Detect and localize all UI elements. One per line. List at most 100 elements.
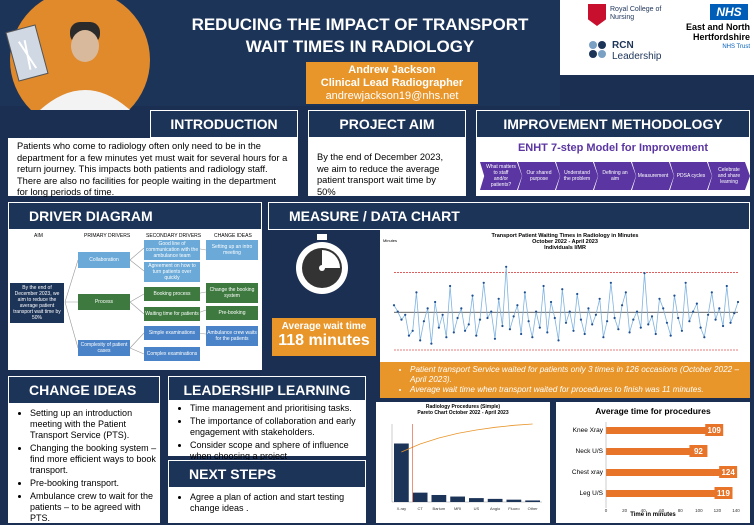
data-point	[493, 337, 497, 340]
data-point	[549, 300, 553, 304]
data-point	[527, 320, 530, 323]
data-point	[579, 318, 583, 321]
leadership-item: The importance of collaboration and earl…	[190, 416, 366, 438]
data-point	[680, 329, 684, 332]
col-secondary-label: SECONDARY DRIVERS	[146, 233, 202, 239]
data-point	[703, 336, 706, 339]
data-point	[695, 302, 698, 305]
procedure-value-box	[705, 424, 724, 436]
data-point	[729, 321, 732, 324]
data-point	[688, 320, 691, 323]
data-point	[677, 316, 680, 320]
data-point	[415, 291, 418, 294]
average-wait-label: Average wait time	[281, 321, 367, 332]
data-point	[441, 313, 444, 316]
procedure-bar	[606, 427, 708, 434]
project-aim-text: By the end of December 2023, we aim to r…	[308, 138, 466, 197]
data-point	[591, 323, 594, 326]
data-point	[594, 313, 598, 316]
pareto-bar	[487, 498, 503, 502]
data-point	[658, 297, 661, 300]
pareto-tick-label: Angio	[490, 506, 501, 511]
change-idea-item: Changing the booking system – find more …	[30, 443, 160, 476]
secondary-driver-4: Waiting time for patients	[144, 307, 200, 321]
change-ideas-panel: Setting up an introduction meeting with …	[8, 404, 160, 523]
methodology-step: Defining an aim	[594, 162, 636, 190]
data-point	[490, 310, 493, 313]
procedure-tick-label: 120	[714, 508, 722, 512]
procedure-label: Neck U/S	[576, 448, 604, 455]
finding-2: Average wait time when transport waited …	[410, 385, 746, 395]
pareto-bar	[450, 496, 465, 502]
model-title: ENHT 7-step Model for Improvement	[517, 142, 709, 154]
data-point	[523, 291, 526, 294]
procedure-value-box	[714, 487, 733, 499]
leadership-heading: LEADERSHIP LEARNING	[168, 376, 366, 404]
pareto-bar	[394, 443, 409, 502]
pareto-bar	[412, 492, 428, 502]
procedure-value-box	[719, 466, 738, 478]
procedure-value: 119	[717, 489, 730, 498]
pareto-chart: X-ray CT Barium MRI US Angio Fluoro Other	[391, 423, 542, 511]
data-point	[463, 329, 467, 332]
introduction-heading: INTRODUCTION	[150, 110, 298, 138]
pareto-tick-label: US	[474, 506, 480, 511]
data-point	[505, 265, 508, 268]
methodology-step: PDSA cycles	[670, 162, 712, 190]
data-point	[721, 324, 725, 328]
data-point	[497, 297, 500, 300]
data-point	[718, 307, 721, 310]
average-wait-value: 118 minutes	[278, 332, 370, 349]
pareto-tick-label: CT	[417, 506, 423, 511]
data-point	[662, 307, 665, 310]
change-idea-box-4: Ambulance crew waits for the patients	[206, 326, 258, 346]
change-idea-box-3: Pre-booking	[206, 306, 258, 320]
data-point	[684, 281, 687, 284]
pareto-chart-panel: Radiology Procedures (Simple) Pareto Char…	[376, 402, 550, 523]
leadership-panel: Time management and prioritising tasks. T…	[168, 400, 366, 461]
data-point	[725, 284, 728, 288]
next-step-item: Agree a plan of action and start testing…	[190, 492, 366, 514]
data-point	[508, 328, 512, 331]
rcn-logo-icon	[588, 4, 606, 26]
pareto-bar	[506, 499, 522, 502]
data-point	[665, 321, 669, 324]
pareto-bar	[525, 500, 540, 502]
data-point	[613, 316, 616, 320]
data-point	[512, 315, 515, 318]
pareto-tick-label: MRI	[454, 506, 461, 511]
change-ideas-list: Setting up an introduction meeting with …	[8, 408, 160, 524]
trust-name: East and North Hertfordshire NHS Trust	[685, 22, 750, 50]
pareto-tick-label: Fluoro	[508, 506, 520, 511]
data-point	[606, 320, 609, 323]
procedure-tick-label: 0	[605, 508, 608, 512]
data-point	[617, 328, 620, 331]
procedure-tick-label: 100	[695, 508, 703, 512]
project-aim-heading: PROJECT AIM	[308, 110, 466, 138]
data-point	[411, 329, 414, 332]
control-chart-panel: Transport Patient Waiting Times in Radio…	[380, 230, 750, 362]
methodology-heading: IMPROVEMENT METHODOLOGY	[476, 110, 750, 138]
methodology-step: Understand the problem	[556, 162, 598, 190]
data-point	[602, 336, 605, 339]
data-point	[546, 331, 549, 334]
next-steps-panel: Agree a plan of action and start testing…	[168, 488, 366, 523]
data-point	[445, 336, 448, 339]
data-point	[706, 313, 710, 316]
control-chart-title: Transport Patient Waiting Times in Radio…	[491, 233, 639, 251]
data-point	[407, 334, 411, 337]
procedure-tick-label: 60	[659, 508, 665, 512]
data-point	[736, 300, 740, 304]
data-point	[531, 336, 534, 339]
data-point	[400, 318, 403, 321]
next-steps-heading: NEXT STEPS	[168, 460, 366, 488]
data-point	[448, 284, 452, 288]
data-point	[598, 297, 601, 300]
change-idea-item: Ambulance crew to wait for the patients …	[30, 491, 160, 524]
data-point	[434, 300, 437, 304]
pareto-tick-label: Barium	[433, 506, 446, 511]
driver-connectors	[64, 247, 207, 355]
data-point	[534, 310, 538, 313]
next-steps-list: Agree a plan of action and start testing…	[168, 492, 366, 514]
data-point	[587, 307, 590, 310]
